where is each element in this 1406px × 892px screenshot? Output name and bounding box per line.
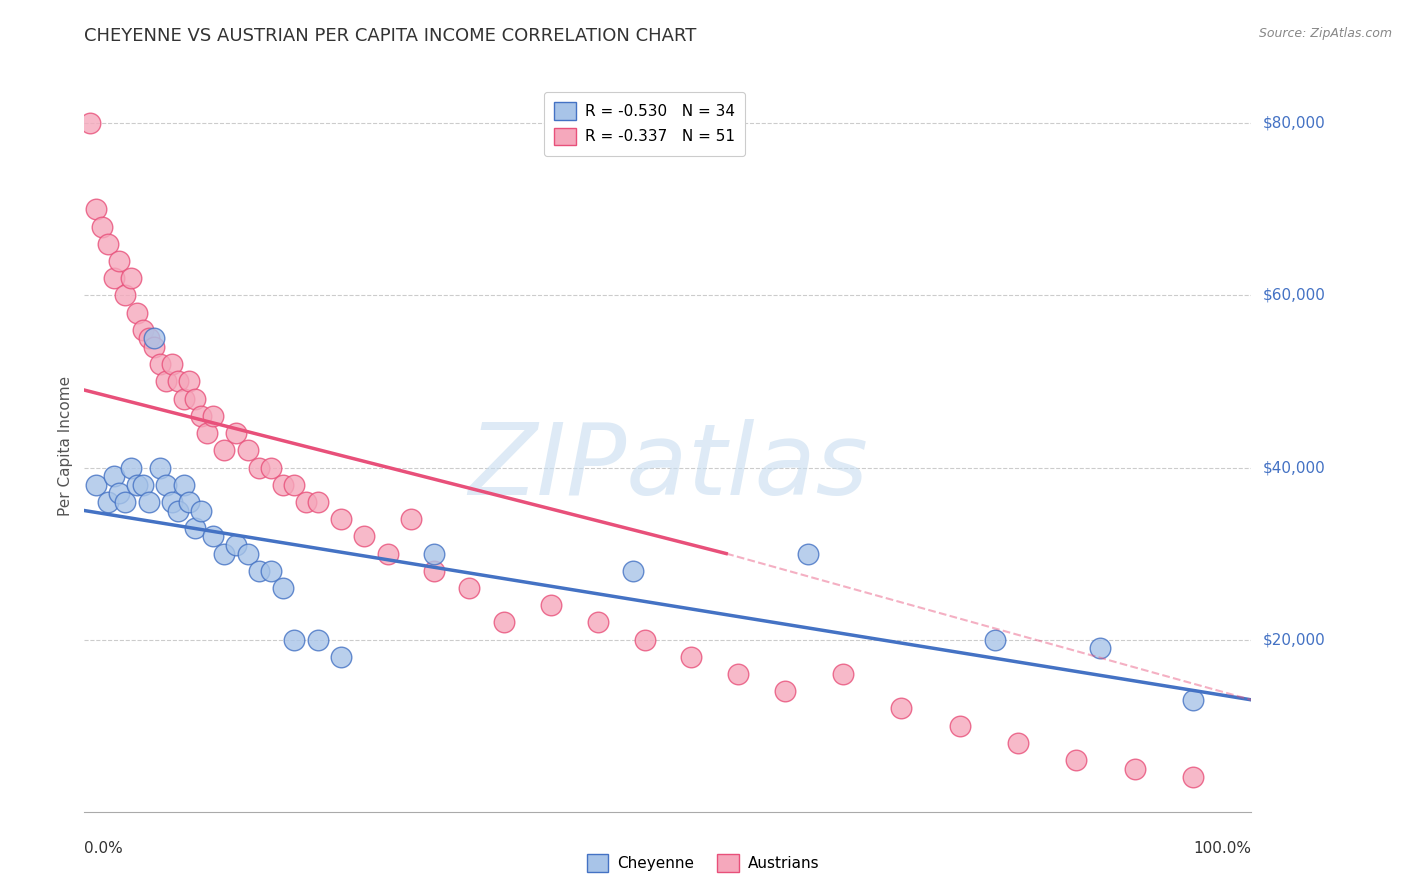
Point <box>79 116 101 130</box>
Point <box>138 495 160 509</box>
Point <box>84 202 107 217</box>
Point <box>120 460 142 475</box>
Point <box>773 684 796 698</box>
Text: $80,000: $80,000 <box>1263 116 1326 131</box>
Legend: Cheyenne, Austrians: Cheyenne, Austrians <box>581 848 825 878</box>
Point <box>149 357 172 371</box>
Point <box>103 469 125 483</box>
Point <box>283 632 305 647</box>
Point <box>236 443 259 458</box>
Point <box>173 392 195 406</box>
Point <box>247 460 270 475</box>
Point <box>225 426 247 441</box>
Point <box>1007 736 1029 750</box>
Point <box>458 581 481 595</box>
Point <box>330 649 353 664</box>
Point <box>260 460 283 475</box>
Point <box>681 649 703 664</box>
Point <box>173 477 195 491</box>
Point <box>353 529 375 543</box>
Text: $60,000: $60,000 <box>1263 288 1326 303</box>
Point <box>236 547 259 561</box>
Text: CHEYENNE VS AUSTRIAN PER CAPITA INCOME CORRELATION CHART: CHEYENNE VS AUSTRIAN PER CAPITA INCOME C… <box>84 27 697 45</box>
Point <box>260 564 283 578</box>
Point <box>423 564 446 578</box>
Point <box>1066 753 1088 767</box>
Point <box>271 477 294 491</box>
Legend: R = -0.530   N = 34, R = -0.337   N = 51: R = -0.530 N = 34, R = -0.337 N = 51 <box>544 92 745 156</box>
Point <box>132 323 155 337</box>
Point <box>949 719 972 733</box>
Text: 0.0%: 0.0% <box>84 841 124 856</box>
Point <box>125 305 148 319</box>
Point <box>201 409 224 423</box>
Point <box>399 512 422 526</box>
Point <box>184 392 207 406</box>
Point <box>155 375 177 389</box>
Point <box>143 331 166 345</box>
Point <box>494 615 516 630</box>
Point <box>114 288 136 302</box>
Point <box>166 375 188 389</box>
Point <box>125 477 148 491</box>
Text: 100.0%: 100.0% <box>1194 841 1251 856</box>
Point <box>983 632 1005 647</box>
Point <box>179 495 201 509</box>
Point <box>225 538 247 552</box>
Point <box>166 503 188 517</box>
Point <box>586 615 609 630</box>
Point <box>160 357 183 371</box>
Point <box>423 547 446 561</box>
Point <box>727 667 749 681</box>
Point <box>214 443 236 458</box>
Point <box>201 529 224 543</box>
Point <box>103 271 125 285</box>
Point <box>271 581 294 595</box>
Text: ZIPatlas: ZIPatlas <box>468 419 868 516</box>
Point <box>330 512 353 526</box>
Point <box>1181 770 1204 784</box>
Point <box>1088 641 1111 656</box>
Point <box>283 477 305 491</box>
Point <box>114 495 136 509</box>
Point <box>97 236 120 251</box>
Point <box>890 701 912 715</box>
Point <box>155 477 177 491</box>
Point <box>184 521 207 535</box>
Text: $20,000: $20,000 <box>1263 632 1326 647</box>
Point <box>195 426 218 441</box>
Point <box>84 477 107 491</box>
Text: Source: ZipAtlas.com: Source: ZipAtlas.com <box>1258 27 1392 40</box>
Point <box>190 503 212 517</box>
Point <box>295 495 318 509</box>
Point <box>108 486 131 500</box>
Point <box>132 477 155 491</box>
Point <box>143 340 166 354</box>
Point <box>97 495 120 509</box>
Point <box>832 667 855 681</box>
Point <box>377 547 399 561</box>
Y-axis label: Per Capita Income: Per Capita Income <box>58 376 73 516</box>
Point <box>149 460 172 475</box>
Point <box>797 547 820 561</box>
Point <box>160 495 183 509</box>
Point <box>120 271 142 285</box>
Point <box>1181 693 1204 707</box>
Point <box>90 219 112 234</box>
Point <box>621 564 644 578</box>
Point <box>138 331 160 345</box>
Point <box>540 598 562 612</box>
Point <box>633 632 655 647</box>
Point <box>247 564 270 578</box>
Point <box>307 495 329 509</box>
Point <box>307 632 329 647</box>
Point <box>179 375 201 389</box>
Point <box>108 254 131 268</box>
Point <box>1123 762 1146 776</box>
Point <box>214 547 236 561</box>
Point <box>190 409 212 423</box>
Text: $40,000: $40,000 <box>1263 460 1326 475</box>
